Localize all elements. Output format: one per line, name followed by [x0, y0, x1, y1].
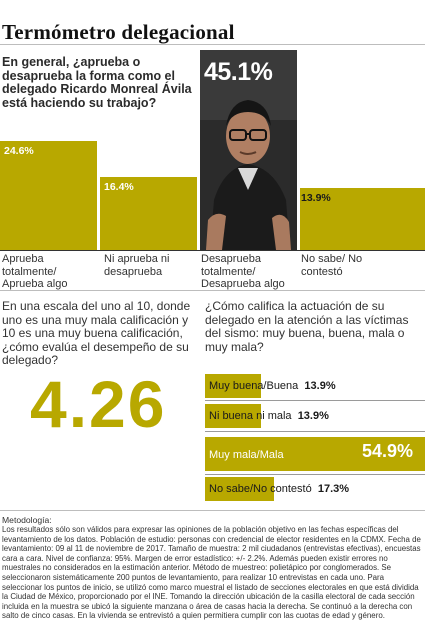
approval-question: En general, ¿aprueba o desaprueba la for… [2, 55, 192, 110]
hbar-value-bad: 54.9% [361, 441, 413, 461]
methodology-title: Metodología: [2, 515, 52, 525]
section-divider [0, 290, 425, 291]
bar-label-approve: 24.6% [4, 145, 34, 157]
portrait-illustration [200, 50, 297, 250]
hbar-label-bad: Muy mala/Mala [209, 449, 284, 461]
earthquake-question: ¿Cómo califica la actuación de su delega… [205, 299, 409, 354]
chart-baseline [0, 250, 425, 251]
category-label-neutral: Ni aprueba ni desaprueba [104, 253, 170, 278]
hbar-category-good: Muy buena/Buena [209, 380, 299, 392]
bar-label-no-answer: 13.9% [301, 192, 331, 204]
hbar-no-answer [205, 477, 274, 501]
bar-no-answer [300, 188, 425, 250]
bar-neutral [100, 177, 197, 250]
delegado-photo: 45.1% [200, 50, 297, 250]
category-label-disapprove: Desaprueba totalmente/ Desaprueba algo [201, 253, 285, 290]
hbar-rule-1 [205, 400, 425, 401]
hbar-value-no-answer: 17.3% [317, 483, 350, 495]
category-label-approve: Aprueba totalmente/ Aprueba algo [2, 253, 68, 290]
hbar-label-good: Muy buena/Buena 13.9% [209, 380, 336, 392]
hbar-neutral [205, 404, 261, 428]
hbar-category-neutral: Ni buena ni mala [209, 410, 292, 422]
category-label-no-answer: No sabe/ No contestó [301, 253, 363, 278]
hbar-value-good: 13.9% [304, 380, 336, 392]
page-title: Termómetro delegacional [2, 20, 235, 44]
hbar-rule-3 [205, 474, 425, 475]
hbar-rule-2 [205, 431, 425, 432]
bar-approve [0, 141, 97, 250]
score-question: En una escala del uno al 10, donde uno e… [2, 299, 191, 367]
title-divider [0, 44, 425, 45]
methodology-text: Los resultados sólo son válidos para exp… [2, 525, 421, 620]
methodology-divider [0, 510, 425, 511]
score-value: 4.26 [30, 367, 167, 441]
bar-label-neutral: 16.4% [104, 181, 134, 193]
hbar-label-no-answer: No sabe/No contestó 17.3% [209, 483, 349, 495]
hbar-good [205, 374, 261, 398]
hbar-category-no-answer: No sabe/No contestó [209, 483, 312, 495]
hbar-bad [205, 437, 425, 471]
hbar-label-neutral: Ni buena ni mala 13.9% [209, 410, 329, 422]
hbar-value-neutral: 13.9% [297, 410, 329, 422]
bar-label-disapprove: 45.1% [204, 58, 273, 86]
